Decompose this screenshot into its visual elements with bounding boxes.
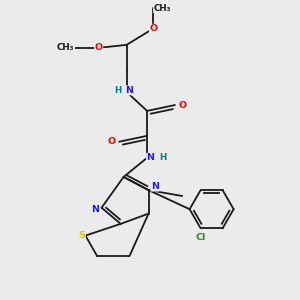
Text: CH₃: CH₃ (154, 4, 171, 13)
Text: N: N (91, 205, 99, 214)
Text: N: N (151, 182, 159, 191)
Text: S: S (79, 231, 85, 240)
Text: O: O (94, 43, 103, 52)
Text: Cl: Cl (196, 233, 206, 242)
Text: H: H (160, 153, 167, 162)
Text: N: N (125, 86, 133, 95)
Text: CH₃: CH₃ (57, 43, 74, 52)
Text: H: H (115, 86, 122, 95)
Text: O: O (178, 100, 186, 109)
Text: O: O (149, 24, 158, 33)
Text: N: N (147, 153, 154, 162)
Text: O: O (108, 137, 116, 146)
